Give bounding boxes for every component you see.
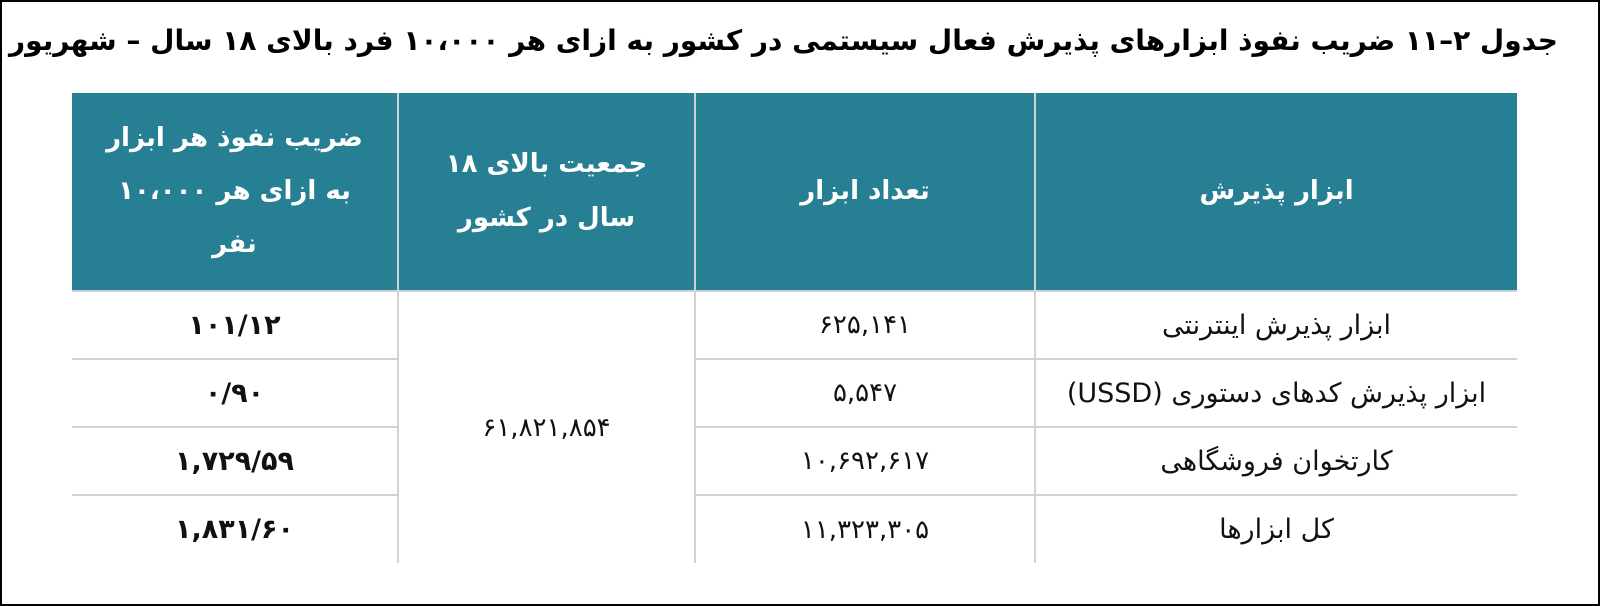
cell-coefficient-pos: ۱,۷۲۹/۵۹: [72, 426, 399, 496]
table-row: کل ابزارها ۱۱,۳۲۳,۳۰۵ ۱,۸۳۱/۶۰: [72, 494, 1517, 563]
header-penetration-coefficient: ضریب نفوذ هر ابزار به ازای هر ۱۰،۰۰۰ نفر: [72, 93, 399, 292]
cell-population-total: ۶۱,۸۲۱,۸۵۴: [397, 290, 696, 563]
cell-tool-internet: ابزار پذیرش اینترنتی: [1034, 290, 1517, 360]
table-header-row: ابزار پذیرش تعداد ابزار جمعیت بالای ۱۸ س…: [72, 93, 1517, 292]
cell-coefficient-total: ۱,۸۳۱/۶۰: [72, 494, 399, 563]
table-row: ابزار پذیرش اینترنتی ۶۲۵,۱۴۱ ۶۱,۸۲۱,۸۵۴ …: [72, 290, 1517, 563]
page-title: جدول ۲–۱۱ ضریب نفوذ ابزارهای پذیرش فعال …: [2, 24, 1558, 57]
cell-coefficient-ussd: ۰/۹۰: [72, 358, 399, 428]
cell-count-internet: ۶۲۵,۱۴۱: [694, 290, 1036, 360]
cell-count-ussd: ۵,۵۴۷: [694, 358, 1036, 428]
table-row: کارتخوان فروشگاهی ۱۰,۶۹۲,۶۱۷ ۱,۷۲۹/۵۹: [72, 426, 1517, 496]
cell-count-total: ۱۱,۳۲۳,۳۰۵: [694, 494, 1036, 563]
cell-coefficient-internet: ۱۰۱/۱۲: [72, 290, 399, 360]
header-acceptance-tool: ابزار پذیرش: [1034, 93, 1517, 292]
penetration-table: ابزار پذیرش تعداد ابزار جمعیت بالای ۱۸ س…: [72, 93, 1517, 563]
table-row: ابزار پذیرش کدهای دستوری (USSD) ۵,۵۴۷ ۰/…: [72, 358, 1517, 428]
cell-tool-pos: کارتخوان فروشگاهی: [1034, 426, 1517, 496]
header-tool-count: تعداد ابزار: [694, 93, 1036, 292]
header-population-over-18: جمعیت بالای ۱۸ سال در کشور: [397, 93, 696, 292]
cell-count-pos: ۱۰,۶۹۲,۶۱۷: [694, 426, 1036, 496]
cell-tool-total: کل ابزارها: [1034, 494, 1517, 563]
cell-tool-ussd: ابزار پذیرش کدهای دستوری (USSD): [1034, 358, 1517, 428]
